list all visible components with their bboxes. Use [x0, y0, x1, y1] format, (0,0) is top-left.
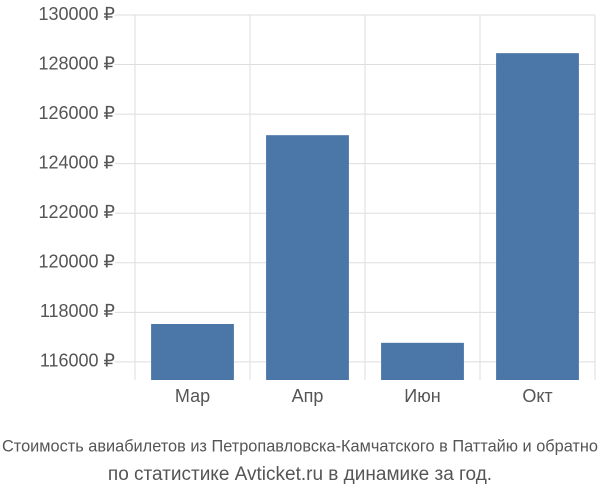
y-tick-label: 130000 ₽: [38, 4, 115, 24]
y-tick-label: 118000 ₽: [40, 301, 115, 321]
bar: [151, 323, 234, 380]
caption-line-2: по статистике Avticket.ru в динамике за …: [108, 464, 492, 485]
y-tick-label: 124000 ₽: [38, 152, 115, 172]
x-tick-label: Окт: [522, 386, 552, 406]
y-tick-label: 122000 ₽: [38, 202, 115, 222]
x-tick-label: Апр: [292, 386, 324, 406]
bar: [266, 135, 349, 380]
bar: [381, 342, 464, 380]
y-tick-label: 128000 ₽: [38, 53, 115, 73]
y-tick-label: 116000 ₽: [40, 351, 115, 371]
y-tick-label: 126000 ₽: [38, 103, 115, 123]
caption-line-1: Стоимость авиабилетов из Петропавловска-…: [2, 436, 598, 455]
x-tick-label: Мар: [175, 386, 210, 406]
y-tick-label: 120000 ₽: [38, 252, 115, 272]
bar: [496, 53, 579, 380]
x-tick-label: Июн: [404, 386, 440, 406]
